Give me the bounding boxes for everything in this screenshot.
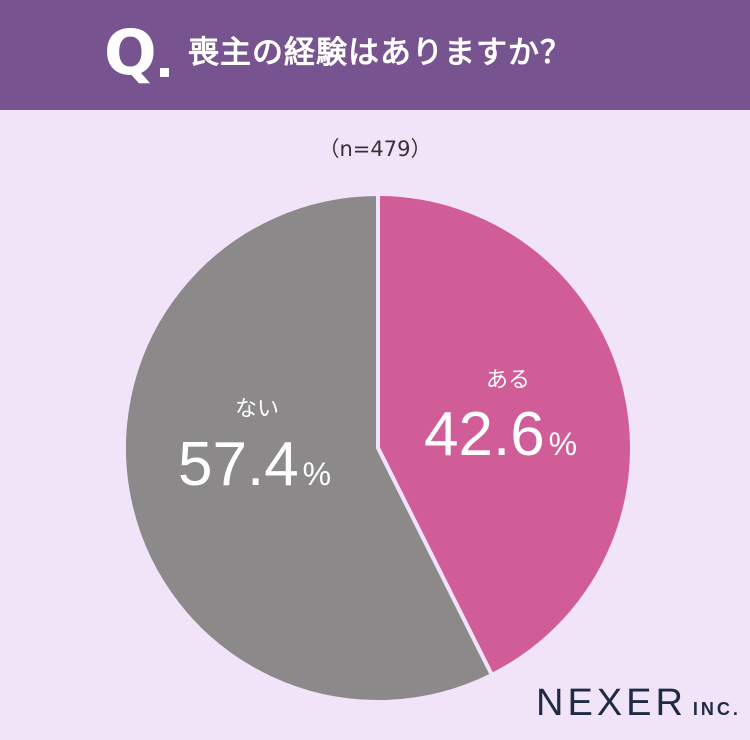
slice-value-number: 42.6: [424, 400, 545, 469]
slice-value-unit: %: [548, 426, 578, 462]
question-title: 喪主の経験はありますか？: [188, 35, 572, 71]
pie-slice-0: [376, 192, 634, 678]
q-dot-icon: [160, 68, 169, 77]
logo-name: NEXER: [536, 682, 687, 724]
slice-value-nai: 57.4%: [178, 430, 331, 516]
slice-value-unit: %: [302, 456, 332, 492]
slice-value-aru: 42.6%: [424, 400, 577, 486]
slice-value-number: 57.4: [178, 430, 299, 499]
nexer-logo: NEXER INC.: [536, 682, 741, 725]
header-bar: Q 喪主の経験はありますか？: [0, 0, 750, 110]
sample-size: （n=479）: [318, 137, 432, 161]
pie-slice-1: [122, 192, 494, 704]
slice-label-nai: ない: [234, 397, 279, 422]
slice-label-aru: ある: [485, 368, 530, 393]
logo-suffix: INC.: [692, 699, 741, 719]
q-mark: Q: [104, 16, 157, 89]
